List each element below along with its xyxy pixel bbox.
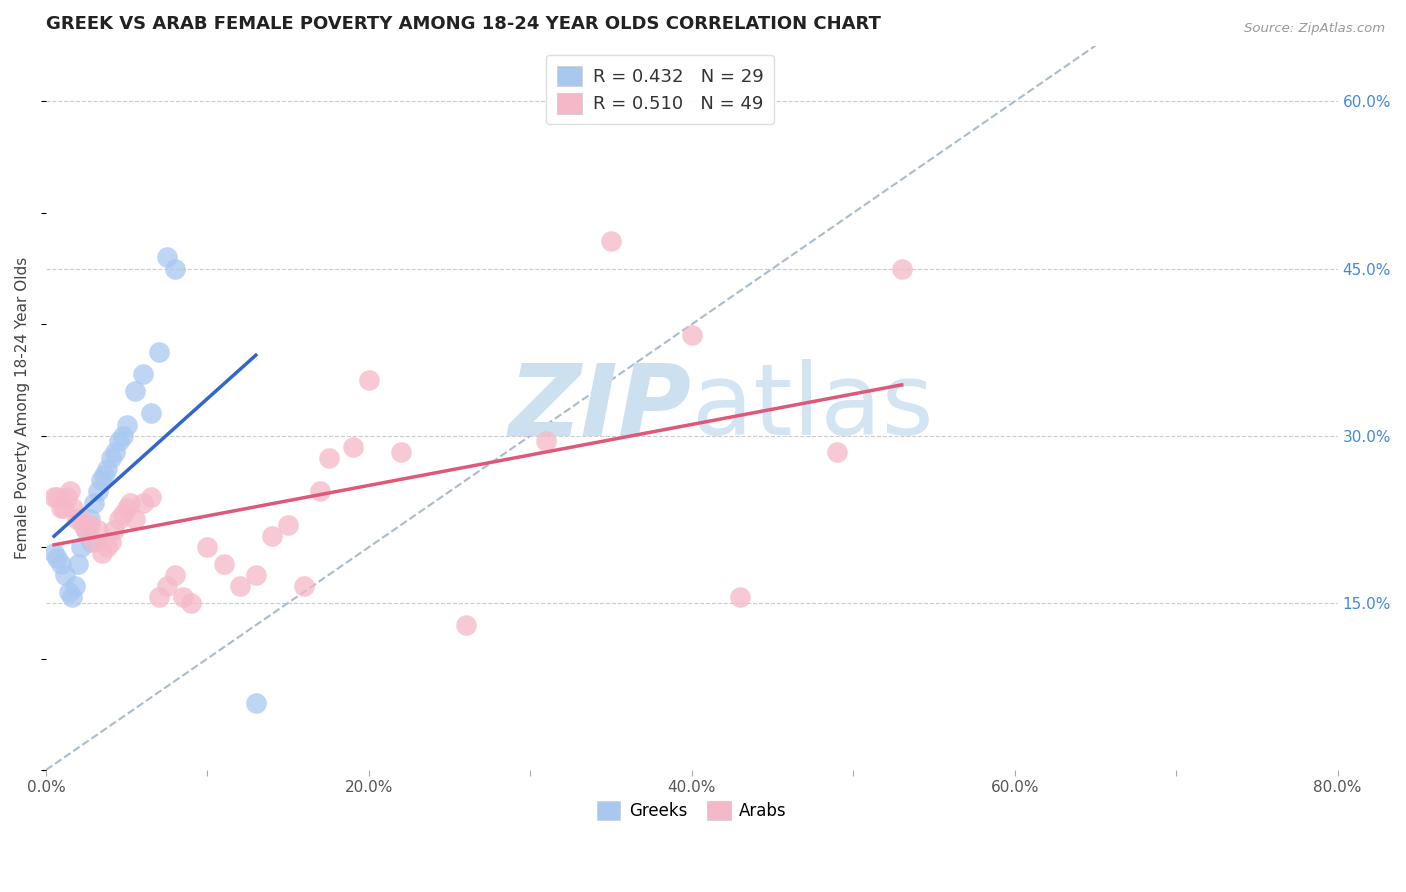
Point xyxy=(890,261,912,276)
Point xyxy=(49,557,72,571)
Point xyxy=(75,524,97,538)
Point xyxy=(292,579,315,593)
Point xyxy=(118,495,141,509)
Point xyxy=(148,345,170,359)
Point xyxy=(245,568,267,582)
Point xyxy=(165,568,187,582)
Point xyxy=(245,696,267,710)
Point xyxy=(63,579,86,593)
Point xyxy=(46,551,69,566)
Point xyxy=(80,534,103,549)
Point xyxy=(96,462,118,476)
Point xyxy=(59,484,82,499)
Point xyxy=(93,467,115,482)
Point xyxy=(825,445,848,459)
Point xyxy=(342,440,364,454)
Point xyxy=(70,540,93,554)
Point xyxy=(58,584,80,599)
Point xyxy=(112,507,135,521)
Point xyxy=(46,490,69,504)
Point xyxy=(86,524,108,538)
Point xyxy=(79,517,101,532)
Point xyxy=(389,445,412,459)
Point xyxy=(83,495,105,509)
Point xyxy=(49,501,72,516)
Point xyxy=(107,512,129,526)
Point xyxy=(42,546,65,560)
Point xyxy=(53,568,76,582)
Point xyxy=(56,490,79,504)
Point xyxy=(60,591,83,605)
Point xyxy=(124,384,146,398)
Point xyxy=(104,445,127,459)
Point xyxy=(180,596,202,610)
Point xyxy=(86,484,108,499)
Point xyxy=(103,524,125,538)
Point xyxy=(115,417,138,432)
Point xyxy=(536,434,558,449)
Point xyxy=(156,251,179,265)
Legend: Greeks, Arabs: Greeks, Arabs xyxy=(591,794,793,827)
Point xyxy=(728,591,751,605)
Text: ZIP: ZIP xyxy=(509,359,692,457)
Point xyxy=(107,434,129,449)
Point xyxy=(357,373,380,387)
Point xyxy=(132,368,155,382)
Point xyxy=(52,501,75,516)
Point xyxy=(79,512,101,526)
Point xyxy=(100,534,122,549)
Point xyxy=(62,501,84,516)
Point xyxy=(66,512,89,526)
Point xyxy=(112,428,135,442)
Point xyxy=(83,534,105,549)
Point xyxy=(318,450,340,465)
Point xyxy=(156,579,179,593)
Point xyxy=(124,512,146,526)
Point xyxy=(132,495,155,509)
Point xyxy=(139,490,162,504)
Y-axis label: Female Poverty Among 18-24 Year Olds: Female Poverty Among 18-24 Year Olds xyxy=(15,257,30,559)
Point xyxy=(72,517,94,532)
Point xyxy=(600,234,623,248)
Point xyxy=(148,591,170,605)
Point xyxy=(96,540,118,554)
Point xyxy=(91,546,114,560)
Point xyxy=(75,524,97,538)
Point xyxy=(277,517,299,532)
Text: GREEK VS ARAB FEMALE POVERTY AMONG 18-24 YEAR OLDS CORRELATION CHART: GREEK VS ARAB FEMALE POVERTY AMONG 18-24… xyxy=(46,15,880,33)
Text: Source: ZipAtlas.com: Source: ZipAtlas.com xyxy=(1244,22,1385,36)
Point xyxy=(260,529,283,543)
Point xyxy=(165,261,187,276)
Point xyxy=(42,490,65,504)
Point xyxy=(115,501,138,516)
Point xyxy=(69,512,91,526)
Text: atlas: atlas xyxy=(692,359,934,457)
Point xyxy=(681,328,703,343)
Point xyxy=(139,406,162,420)
Point xyxy=(67,557,90,571)
Point xyxy=(100,450,122,465)
Point xyxy=(197,540,219,554)
Point xyxy=(228,579,250,593)
Point xyxy=(172,591,194,605)
Point xyxy=(309,484,332,499)
Point xyxy=(454,618,477,632)
Point xyxy=(90,473,112,487)
Point xyxy=(212,557,235,571)
